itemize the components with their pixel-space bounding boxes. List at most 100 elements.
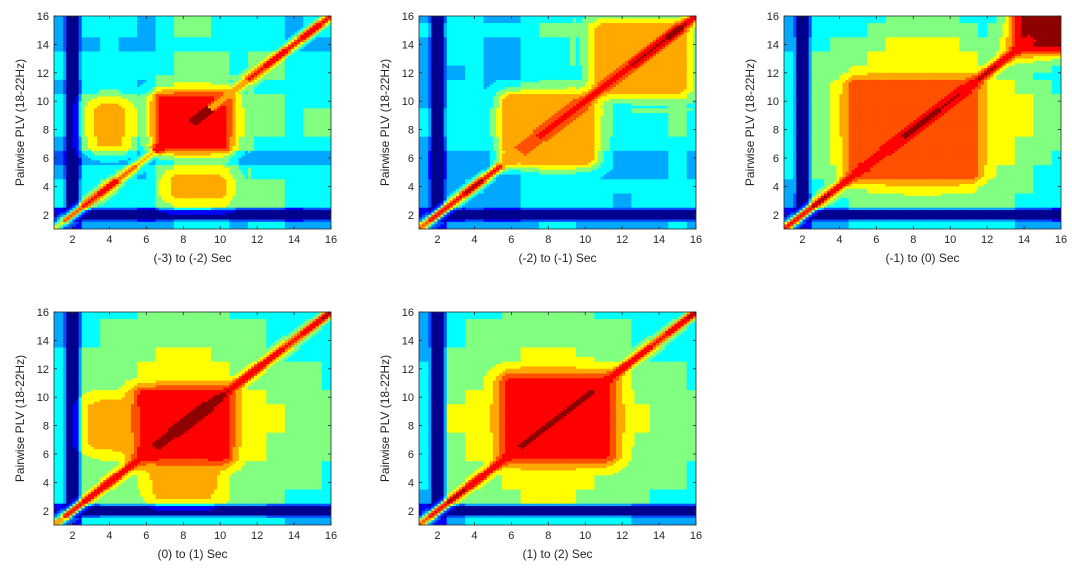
contour-cell [57,103,61,107]
contour-cell [217,115,221,119]
contour-cell [118,139,123,142]
contour-cell [198,23,203,26]
contour-cell [244,68,249,71]
contour-cell [294,56,298,59]
contour-cell [257,49,261,52]
contour-cell [112,70,116,74]
contour-cell [244,42,249,45]
contour-cell [130,124,135,128]
contour-cell [115,103,119,107]
contour-cell [324,44,329,48]
contour-cell [263,49,267,52]
contour-cell [90,94,95,97]
contour-cell [244,16,249,19]
contour-cell [263,34,267,38]
contour-cell [287,72,292,76]
contour-cell [207,49,212,52]
contour-cell [149,87,153,90]
contour-cell [164,146,169,149]
contour-cell [164,124,169,128]
contour-cell [287,51,292,55]
contour-cell [217,108,221,112]
contour-cell [152,113,156,116]
contour-cell [226,131,230,135]
contour-cell [170,136,175,140]
contour-cell [69,101,73,104]
contour-cell [87,96,92,100]
contour-cell [167,63,172,67]
contour-cell [161,51,166,55]
contour-cell [214,68,218,71]
contour-cell [266,56,270,59]
contour-cell [223,79,227,83]
contour-cell [78,30,83,33]
contour-cell [115,58,119,62]
contour-cell [87,20,92,24]
contour-cell [294,27,298,31]
contour-cell [300,122,304,126]
contour-cell [327,46,331,50]
contour-cell [149,75,153,78]
contour-cell [290,131,295,135]
contour-cell [170,143,175,147]
contour-cell [247,131,252,135]
contour-cell [137,49,141,52]
contour-cell [201,60,206,64]
contour-cell [300,39,304,43]
contour-cell [66,68,70,71]
contour-cell [201,49,206,52]
contour-cell [250,94,255,97]
contour-cell [174,134,178,138]
contour-cell [303,32,307,36]
contour-cell [174,16,178,19]
contour-cell [192,77,196,81]
contour-cell [226,98,230,102]
contour-cell [324,68,329,71]
contour-cell [152,58,156,62]
contour-cell [149,37,153,41]
contour-cell [130,122,135,126]
contour-cell [106,65,110,69]
contour-cell [170,60,175,64]
contour-cell [146,120,150,123]
contour-cell [287,63,292,67]
contour-cell [140,37,144,41]
contour-cell [57,18,61,22]
contour-cell [306,42,310,45]
contour-cell [87,60,92,64]
contour-cell [290,65,295,69]
contour-cell [223,141,227,145]
contour-cell [235,53,240,57]
contour-cell [94,87,98,90]
contour-cell [97,70,101,74]
contour-cell [269,18,273,22]
contour-cell [207,139,212,142]
contour-cell [130,51,135,55]
contour-cell [78,91,83,95]
contour-cell [186,18,190,22]
contour-cell [161,79,166,83]
contour-cell [201,70,206,74]
contour-cell [207,75,212,78]
contour-cell [275,117,280,121]
contour-cell [266,16,270,19]
contour-cell [100,115,104,119]
contour-cell [183,56,187,59]
contour-cell [244,75,249,78]
contour-cell [100,122,104,126]
contour-cell [204,79,209,83]
contour-cell [81,89,86,93]
contour-cell [137,94,141,97]
contour-cell [207,115,212,119]
contour-cell [84,108,89,112]
contour-cell [121,131,126,135]
contour-cell [174,46,178,50]
contour-cell [66,139,70,142]
contour-cell [247,129,252,133]
contour-cell [100,127,104,130]
contour-cell [220,134,224,138]
contour-cell [112,58,116,62]
contour-cell [195,105,200,109]
contour-cell [186,115,190,119]
contour-cell [112,89,116,93]
